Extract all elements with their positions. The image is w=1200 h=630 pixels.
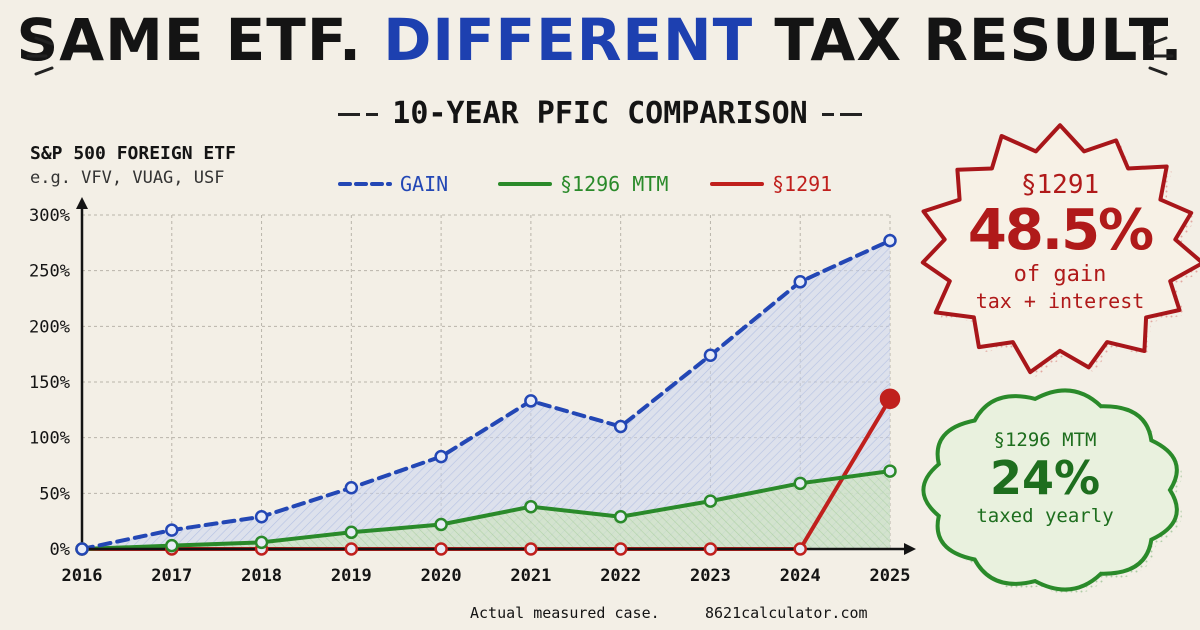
title-post: TAX RESULT. <box>774 6 1184 74</box>
data-point-gain <box>254 509 269 524</box>
y-tick-label: 300% <box>29 206 70 226</box>
callout-1291-line1: of gain <box>1013 262 1107 287</box>
x-tick-label: 2016 <box>62 566 103 586</box>
data-point-mtm <box>344 525 359 540</box>
callout-1291-value: 48.5% <box>967 198 1154 263</box>
data-point-gain <box>524 394 538 408</box>
x-tick-label: 2025 <box>870 566 911 586</box>
chart-legend: GAIN §1296 MTM §1291 <box>338 172 832 196</box>
x-tick-label: 2022 <box>600 566 641 586</box>
x-tick-label: 2020 <box>421 566 462 586</box>
data-point-gain <box>344 481 359 495</box>
data-point-s1291 <box>793 542 807 556</box>
chart-title: SAME ETF. DIFFERENT TAX RESULT. <box>0 6 1200 74</box>
series-line-gain <box>80 238 892 551</box>
callout-1291-line2: tax + interest <box>975 289 1145 313</box>
callout-1291-text: §1291 48.5% of gain tax + interest <box>955 170 1165 314</box>
etf-name: S&P 500 FOREIGN ETF <box>30 143 236 164</box>
callout-1296-label: §1296 MTM <box>993 429 1097 451</box>
data-point-gain <box>165 523 179 537</box>
data-point-s1291 <box>344 542 359 556</box>
data-point-mtm <box>524 499 538 514</box>
x-tick-label: 2017 <box>151 566 192 586</box>
data-point-mtm <box>703 494 718 508</box>
chart-subtitle: 10-YEAR PFIC COMPARISON <box>0 96 1200 131</box>
x-tick-label: 2018 <box>241 566 282 586</box>
data-point-gain <box>883 233 897 248</box>
callout-1296-value: 24% <box>989 451 1101 505</box>
title-spark-marks <box>26 36 1174 76</box>
y-tick-label: 200% <box>29 317 70 337</box>
data-point-gain <box>703 348 718 363</box>
callout-1291-label: §1291 <box>1020 170 1100 200</box>
etf-examples: e.g. VFV, VUAG, USF <box>30 168 225 188</box>
y-tick-label: 100% <box>29 429 70 449</box>
x-axis-arrow <box>904 543 916 555</box>
callout-1296-text: §1296 MTM 24% taxed yearly <box>945 428 1145 528</box>
gain-area <box>82 240 890 549</box>
y-tick-label: 50% <box>39 484 70 504</box>
title-pre: SAME ETF. <box>16 6 362 74</box>
data-point-mtm <box>793 476 807 491</box>
data-point-mtm <box>165 538 179 553</box>
data-point-gain <box>613 419 628 434</box>
data-point-s1291 <box>613 542 628 556</box>
legend-label-s1291: §1291 <box>772 172 832 196</box>
x-tick-label: 2024 <box>780 566 821 586</box>
data-point-gain <box>75 542 89 556</box>
title-accent: DIFFERENT <box>383 6 754 74</box>
callout-1291-burst <box>920 123 1200 378</box>
series-line-mtm <box>80 469 892 551</box>
footer-note: Actual measured case. <box>470 604 660 622</box>
x-tick-label: 2019 <box>331 566 372 586</box>
data-point-mtm <box>434 517 448 532</box>
y-tick-label: 150% <box>29 373 70 393</box>
y-axis-arrow <box>76 197 88 209</box>
data-point-s1291 <box>524 542 538 556</box>
legend-label-mtm: §1296 MTM <box>560 172 668 196</box>
y-tick-label: 0% <box>50 540 70 560</box>
data-point-s1291 <box>434 542 448 556</box>
callout-1296-line1: taxed yearly <box>976 505 1114 527</box>
data-point-mtm <box>613 509 628 524</box>
data-point-s1291 <box>879 388 901 409</box>
callout-1296-cloud <box>921 388 1182 595</box>
mtm-area <box>82 471 890 549</box>
footer-site: 8621calculator.com <box>705 604 868 622</box>
x-tick-label: 2021 <box>510 566 551 586</box>
legend-label-gain: GAIN <box>400 172 448 196</box>
x-tick-label: 2023 <box>690 566 731 586</box>
chart-axes <box>76 197 916 555</box>
data-point-gain <box>434 449 448 464</box>
data-point-s1291 <box>703 542 718 556</box>
data-point-gain <box>793 275 807 289</box>
data-point-mtm <box>883 464 897 478</box>
data-point-mtm <box>254 535 269 550</box>
y-tick-label: 250% <box>29 262 70 282</box>
